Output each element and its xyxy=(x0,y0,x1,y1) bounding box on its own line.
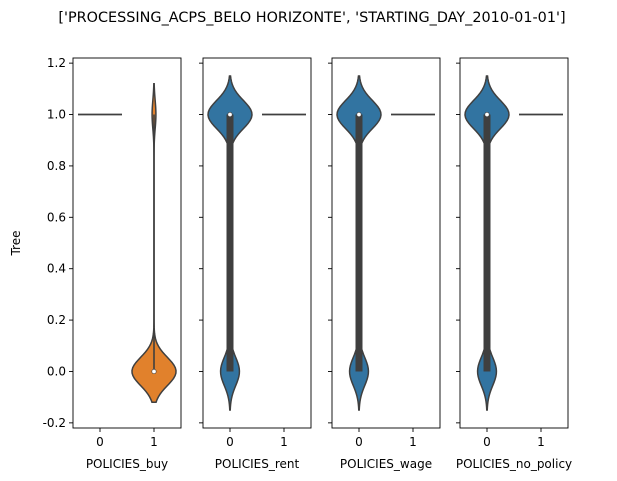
panel-1: -0.2 0.0 0.2 0.4 0.6 0.8 1.0 1.2 0 1 POLICIES_buy xyxy=(43,56,182,471)
y-tick-label: -0.2 xyxy=(43,416,66,430)
x-tick-label: 0 xyxy=(483,435,491,449)
violin-median-1 xyxy=(151,368,157,374)
y-tick-label: 1.0 xyxy=(47,108,66,122)
x-axis-label: POLICIES_no_policy xyxy=(456,457,572,471)
x-tick-label: 0 xyxy=(226,435,234,449)
y-tick-label: 0.0 xyxy=(47,364,66,378)
violin-median-0 xyxy=(227,112,233,118)
panel-frame xyxy=(72,57,182,429)
panels-group: -0.2 0.0 0.2 0.4 0.6 0.8 1.0 1.2 0 1 POLICIES_buy 0… xyxy=(43,56,573,471)
panel-frame xyxy=(202,57,312,429)
x-axis-label: POLICIES_rent xyxy=(215,457,300,471)
violin-median-0 xyxy=(356,112,362,118)
x-axis-label: POLICIES_wage xyxy=(340,457,432,471)
x-axis-label: POLICIES_buy xyxy=(86,457,168,471)
panel-frame xyxy=(331,57,441,429)
chart-title: ['PROCESSING_ACPS_BELO HORIZONTE', 'STAR… xyxy=(58,10,565,26)
panel-2: 0 1 POLICIES_rent xyxy=(199,57,312,471)
y-tick-label: 1.2 xyxy=(47,56,66,70)
panel-4: 0 1 POLICIES_no_policy xyxy=(456,57,572,471)
violin-iqr-box-0 xyxy=(483,114,491,372)
y-axis-label: Tree xyxy=(9,230,23,256)
y-tick-label: 0.8 xyxy=(47,159,66,173)
panel-frame xyxy=(459,57,569,429)
y-tick-label: 0.2 xyxy=(47,313,66,327)
y-tick-label: 0.4 xyxy=(47,262,66,276)
violin-iqr-box-0 xyxy=(226,114,234,372)
x-tick-label: 1 xyxy=(150,435,158,449)
x-tick-label: 1 xyxy=(537,435,545,449)
violin-median-0 xyxy=(484,112,490,118)
x-tick-label: 0 xyxy=(355,435,363,449)
x-tick-label: 1 xyxy=(409,435,417,449)
violin-iqr-box-0 xyxy=(355,114,363,372)
panel-3: 0 1 POLICIES_wage xyxy=(328,57,441,471)
x-tick-label: 0 xyxy=(96,435,104,449)
x-tick-label: 1 xyxy=(280,435,288,449)
y-tick-label: 0.6 xyxy=(47,210,66,224)
